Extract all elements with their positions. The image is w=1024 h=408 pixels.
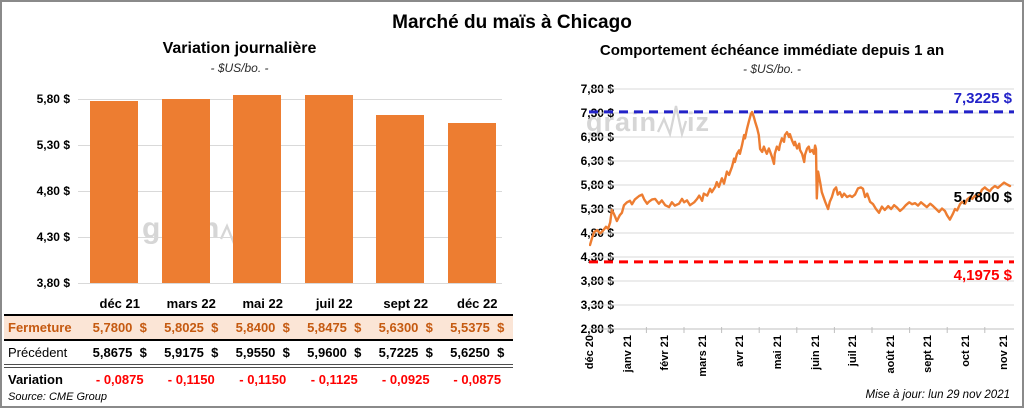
bar — [304, 94, 353, 283]
table-header-cell: juil 22 — [315, 296, 353, 311]
table-value-cell: - 0,0875 — [95, 372, 144, 387]
x-axis-tick-label: juin 21 — [809, 335, 822, 370]
row-label: Fermeture — [8, 320, 72, 335]
gridline — [78, 99, 502, 100]
line-chart-title: Comportement échéance immédiate depuis 1… — [599, 42, 945, 59]
table-value-cell: 5,8400 $ — [235, 320, 290, 335]
high-reference-label: 7,3225 $ — [953, 90, 1012, 107]
table-header-cell: déc 22 — [457, 296, 498, 311]
gridline — [78, 145, 502, 146]
page-title: Marché du maïs à Chicago — [392, 12, 632, 33]
x-axis-tick-label: sept 21 — [922, 335, 935, 373]
price-table: déc 21 mars 22 mai 22 juil 22 sept 22 déc 22 F… — [4, 293, 513, 391]
bar-chart-title: Variation journalière — [162, 40, 317, 57]
table-value-cell: - 0,1125 — [310, 372, 358, 387]
y-axis-tick-label: 4,80 $ — [36, 184, 70, 198]
source-note: Source: CME Group — [8, 391, 108, 403]
x-axis-tick-label: nov 21 — [997, 335, 1010, 370]
x-axis-tick-label: mars 21 — [696, 335, 709, 377]
bar — [448, 123, 496, 283]
table-value-cell: 5,6250 $ — [450, 345, 505, 360]
x-axis-tick-label: oct 21 — [960, 335, 972, 367]
table-value-cell: 5,7800 $ — [92, 320, 147, 335]
bar — [161, 98, 210, 283]
table-header-cell: mars 22 — [166, 296, 216, 311]
table-value-cell: 5,8475 $ — [307, 320, 362, 335]
y-axis-tick-label: 4,30 $ — [36, 230, 70, 244]
table-header-row: déc 21 mars 22 mai 22 juil 22 sept 22 déc 22 — [4, 293, 513, 316]
line-chart-subtitle: - $US/bo. - — [742, 62, 802, 76]
y-axis-tick-label: 3,80 $ — [36, 276, 70, 290]
table-value-cell: - 0,1150 — [167, 372, 215, 387]
watermark-spike-icon — [657, 105, 688, 139]
table-value-cell: 5,8025 $ — [164, 320, 219, 335]
table-value-cell: 5,9175 $ — [164, 345, 219, 360]
table-header-cell: mai 22 — [242, 296, 283, 311]
watermark-text: iz — [687, 106, 711, 137]
gridline — [78, 191, 502, 192]
update-note: Mise à jour: lun 29 nov 2021 — [865, 389, 1010, 401]
bar — [233, 95, 282, 283]
table-value-cell: 5,5375 $ — [450, 320, 505, 335]
x-axis-tick-label: avr 21 — [734, 335, 747, 367]
gridline — [78, 237, 502, 238]
x-axis-tick-label: août 21 — [884, 335, 897, 374]
table-row-fermeture: Fermeture 5,7800 $ 5,8025 $ 5,8400 $ 5,8475 … — [4, 316, 513, 341]
table-value-cell: 5,8675 $ — [92, 345, 147, 360]
table-value-cell: 5,9550 $ — [235, 345, 290, 360]
row-label: Variation — [8, 372, 63, 387]
table-value-cell: 5,7225 $ — [378, 345, 433, 360]
price-series-line — [589, 110, 1012, 247]
low-reference-label: 4,1975 $ — [953, 267, 1012, 284]
y-axis-tick-label: 5,30 $ — [36, 138, 70, 152]
x-axis-tick-label: févr 21 — [659, 335, 672, 371]
x-axis-tick-label: janv 21 — [621, 335, 634, 373]
table-value-cell: - 0,0875 — [453, 372, 502, 387]
y-axis-tick-label: 5,80 $ — [36, 92, 70, 106]
table-row-precedent: Précédent 5,8675 $ 5,9175 $ 5,9550 $ 5,9600 … — [4, 341, 513, 368]
table-value-cell: - 0,1150 — [239, 372, 287, 387]
table-value-cell: - 0,0925 — [381, 372, 430, 387]
bar — [90, 100, 138, 283]
bar-chart-subtitle: - $US/bo. - — [210, 61, 269, 75]
line-chart-plot — [589, 88, 1014, 333]
row-label: Précédent — [8, 345, 68, 360]
x-axis-tick-label: déc 20 — [584, 335, 596, 370]
last-price-label: 5,7800 $ — [953, 189, 1012, 206]
x-axis-tick-label: mai 21 — [772, 335, 784, 370]
table-header-cell: sept 22 — [383, 296, 429, 311]
x-axis-tick-label: juil 21 — [847, 335, 860, 367]
table-value-cell: 5,6300 $ — [378, 320, 433, 335]
table-value-cell: 5,9600 $ — [307, 345, 362, 360]
gridline — [78, 283, 502, 284]
bar — [376, 114, 425, 283]
table-row-variation: Variation - 0,0875 - 0,1150 - 0,1150 - 0,112… — [4, 368, 513, 391]
table-header-cell: déc 21 — [99, 296, 140, 311]
